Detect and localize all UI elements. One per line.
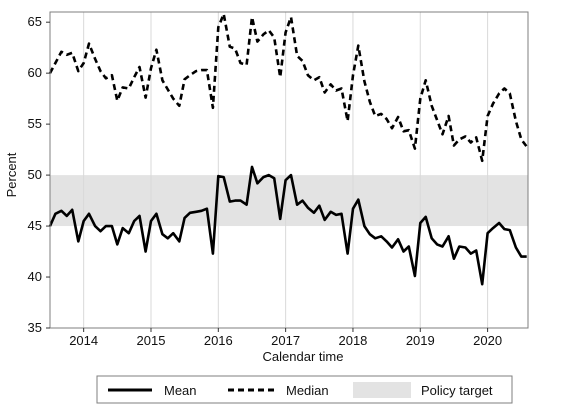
x-tick-label-2017: 2017	[271, 333, 300, 348]
legend-mean-label: Mean	[164, 383, 197, 398]
x-tick-label-2020: 2020	[473, 333, 502, 348]
y-axis-label: Percent	[4, 152, 19, 197]
legend-policy-target-swatch	[353, 382, 411, 398]
policy-target-band	[50, 175, 528, 227]
y-tick-label-65: 65	[28, 14, 42, 29]
y-tick-label-55: 55	[28, 116, 42, 131]
y-tick-label-60: 60	[28, 65, 42, 80]
y-tick-label-50: 50	[28, 167, 42, 182]
legend-policy-target-label: Policy target	[421, 383, 493, 398]
legend-median-label: Median	[286, 383, 329, 398]
x-tick-label-2014: 2014	[69, 333, 98, 348]
series-line-median	[48, 12, 528, 163]
y-tick-label-40: 40	[28, 269, 42, 284]
legend: Mean Median Policy target	[96, 375, 513, 404]
x-tick-label-2015: 2015	[137, 333, 166, 348]
plot-frame	[49, 11, 529, 329]
legend-box	[96, 375, 513, 404]
x-tick-label-2016: 2016	[204, 333, 233, 348]
y-tick-label-45: 45	[28, 218, 42, 233]
x-tick-label-2018: 2018	[338, 333, 367, 348]
x-tick-label-2019: 2019	[406, 333, 435, 348]
y-tick-label-35: 35	[28, 320, 42, 335]
series-line-mean	[48, 165, 527, 286]
x-axis-label: Calendar time	[263, 349, 344, 364]
